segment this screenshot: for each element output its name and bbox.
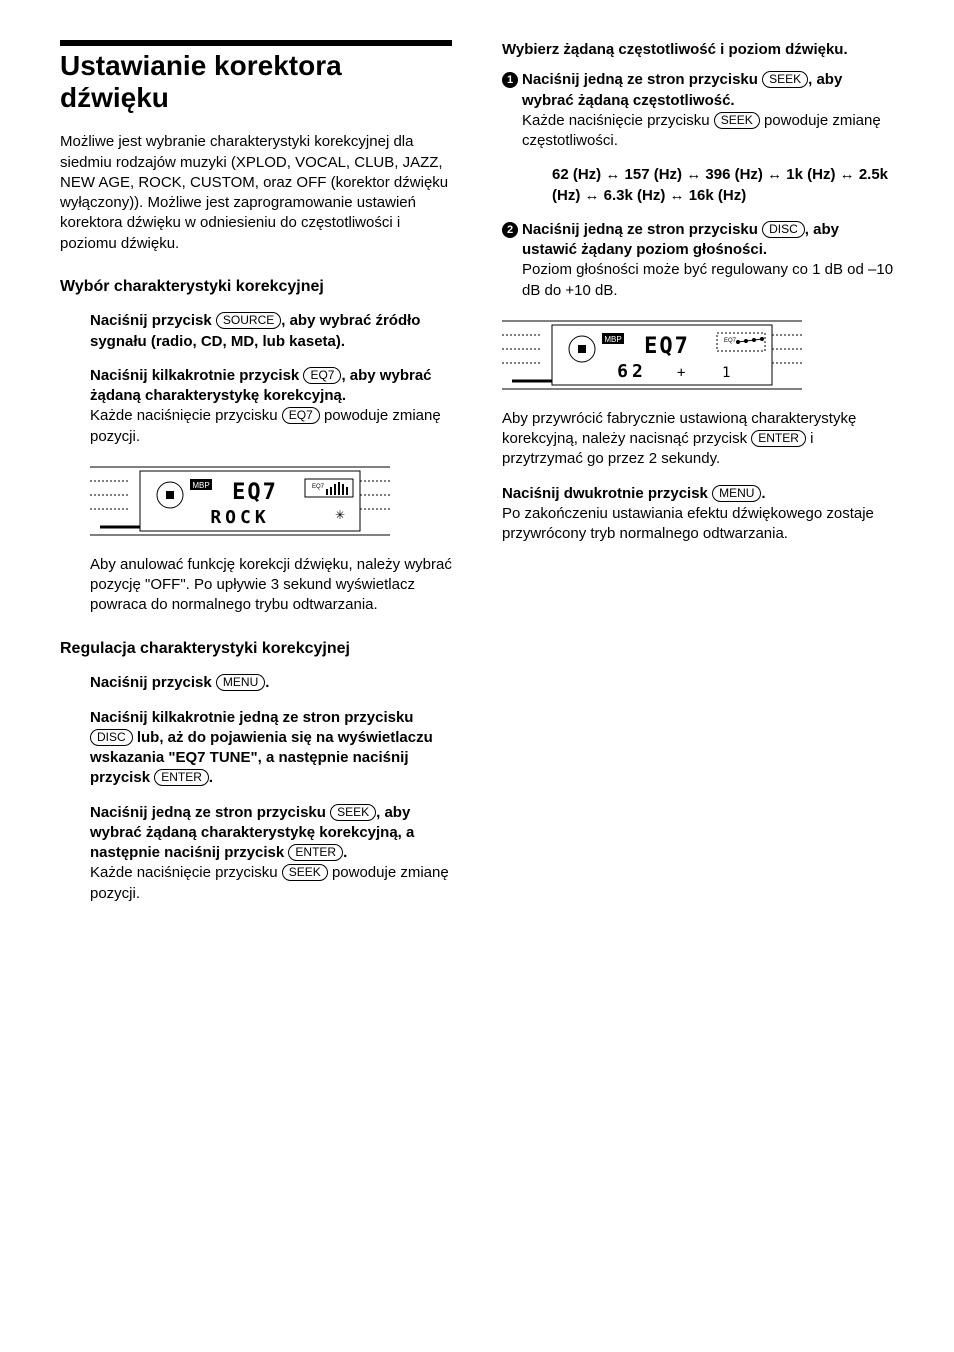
svg-text:✳: ✳ xyxy=(335,508,345,522)
disc-button-label-2: DISC xyxy=(762,221,805,238)
step-2b-mid: lub, aż do pojawienia się na wyświetlacz… xyxy=(90,729,433,787)
r2-pre: Naciśnij jedną ze stron przycisku xyxy=(522,221,762,238)
freq-item: 6.3k (Hz) xyxy=(604,187,666,204)
enter-button-label-2: ENTER xyxy=(288,844,343,861)
cancel-paragraph: Aby anulować funkcję korekcji dźwięku, n… xyxy=(90,555,452,616)
double-arrow-icon: ↔ xyxy=(767,165,782,185)
double-arrow-icon: ↔ xyxy=(605,165,620,185)
step-1a: Naciśnij przycisk SOURCE, aby wybrać źró… xyxy=(90,311,452,352)
svg-text:+: + xyxy=(677,365,685,381)
svg-text:1: 1 xyxy=(722,365,730,381)
svg-text:MBP: MBP xyxy=(604,335,621,344)
source-button-label: SOURCE xyxy=(216,312,281,329)
final-step: Naciśnij dwukrotnie przycisk MENU. Po za… xyxy=(502,484,894,545)
r1-pre: Naciśnij jedną ze stron przycisku xyxy=(522,71,762,88)
step-1a-pre: Naciśnij przycisk xyxy=(90,312,216,329)
step-2c-body-pre: Każde naciśnięcie przycisku xyxy=(90,864,282,881)
seek-button-label-3: SEEK xyxy=(762,71,808,88)
step-2a-post: . xyxy=(265,674,269,691)
r1-body-pre: Każde naciśnięcie przycisku xyxy=(522,112,714,129)
double-arrow-icon: ↔ xyxy=(585,186,600,206)
restore-paragraph: Aby przywrócić fabrycznie ustawioną char… xyxy=(502,409,894,470)
frequency-chain: 62 (Hz) ↔ 157 (Hz) ↔ 396 (Hz) ↔ 1k (Hz) … xyxy=(552,165,894,206)
seek-button-label: SEEK xyxy=(330,804,376,821)
display-illustration-1: MBP EQ7 EQ7 ROCK ✳ xyxy=(90,461,452,541)
double-arrow-icon: ↔ xyxy=(670,186,685,206)
menu-button-label: MENU xyxy=(216,674,265,691)
menu-button-label-2: MENU xyxy=(712,485,761,502)
page-title: Ustawianie korektora dźwięku xyxy=(60,40,452,114)
svg-text:62: 62 xyxy=(617,361,647,382)
step-2c-pre: Naciśnij jedną ze stron przycisku xyxy=(90,804,330,821)
step-1b-body-pre: Każde naciśnięcie przycisku xyxy=(90,407,282,424)
eq7-button-label: EQ7 xyxy=(303,367,341,384)
svg-text:MBP: MBP xyxy=(192,481,209,490)
section-select-title: Wybór charakterystyki korekcyjnej xyxy=(60,276,452,298)
step-2a: Naciśnij przycisk MENU. xyxy=(90,673,452,693)
svg-text:EQ7: EQ7 xyxy=(232,480,278,505)
disc-button-label: DISC xyxy=(90,729,133,746)
bullet-2-icon: 2 xyxy=(502,222,518,238)
step-2a-pre: Naciśnij przycisk xyxy=(90,674,216,691)
bullet-1-icon: 1 xyxy=(502,72,518,88)
step-1b: Naciśnij kilkakrotnie przycisk EQ7, aby … xyxy=(90,366,452,447)
svg-text:EQ7: EQ7 xyxy=(724,338,737,344)
step-2b-pre: Naciśnij kilkakrotnie jedną ze stron prz… xyxy=(90,709,413,726)
svg-text:ROCK: ROCK xyxy=(210,507,269,528)
enter-button-label: ENTER xyxy=(154,769,209,786)
substep-1: 1Naciśnij jedną ze stron przycisku SEEK,… xyxy=(522,70,894,151)
step-2b: Naciśnij kilkakrotnie jedną ze stron prz… xyxy=(90,708,452,789)
final-post: . xyxy=(761,485,765,502)
freq-item: 62 (Hz) xyxy=(552,166,601,183)
freq-item: 1k (Hz) xyxy=(786,166,835,183)
seek-button-label-4: SEEK xyxy=(714,112,760,129)
freq-item: 157 (Hz) xyxy=(625,166,683,183)
final-pre: Naciśnij dwukrotnie przycisk xyxy=(502,485,712,502)
right-title: Wybierz żądaną częstotliwość i poziom dź… xyxy=(502,40,894,60)
enter-button-label-3: ENTER xyxy=(751,430,806,447)
display-illustration-2: MBP EQ7 EQ7 62 + 1 xyxy=(502,315,894,395)
svg-text:EQ7: EQ7 xyxy=(312,484,325,490)
r2-body: Poziom głośności może być regulowany co … xyxy=(522,261,893,298)
step-2c-post: . xyxy=(343,844,347,861)
step-2b-post: . xyxy=(209,769,213,786)
section-adjust-title: Regulacja charakterystyki korekcyjnej xyxy=(60,638,452,660)
svg-text:EQ7: EQ7 xyxy=(644,334,690,359)
intro-paragraph: Możliwe jest wybranie charakterystyki ko… xyxy=(60,132,452,254)
step-2c: Naciśnij jedną ze stron przycisku SEEK, … xyxy=(90,803,452,904)
step-1b-pre: Naciśnij kilkakrotnie przycisk xyxy=(90,367,303,384)
double-arrow-icon: ↔ xyxy=(686,165,701,185)
double-arrow-icon: ↔ xyxy=(840,165,855,185)
substep-2: 2Naciśnij jedną ze stron przycisku DISC,… xyxy=(522,220,894,301)
eq7-button-label-2: EQ7 xyxy=(282,407,320,424)
freq-item: 396 (Hz) xyxy=(705,166,763,183)
seek-button-label-2: SEEK xyxy=(282,864,328,881)
final-body: Po zakończeniu ustawiania efektu dźwięko… xyxy=(502,505,874,542)
freq-item: 16k (Hz) xyxy=(689,187,747,204)
